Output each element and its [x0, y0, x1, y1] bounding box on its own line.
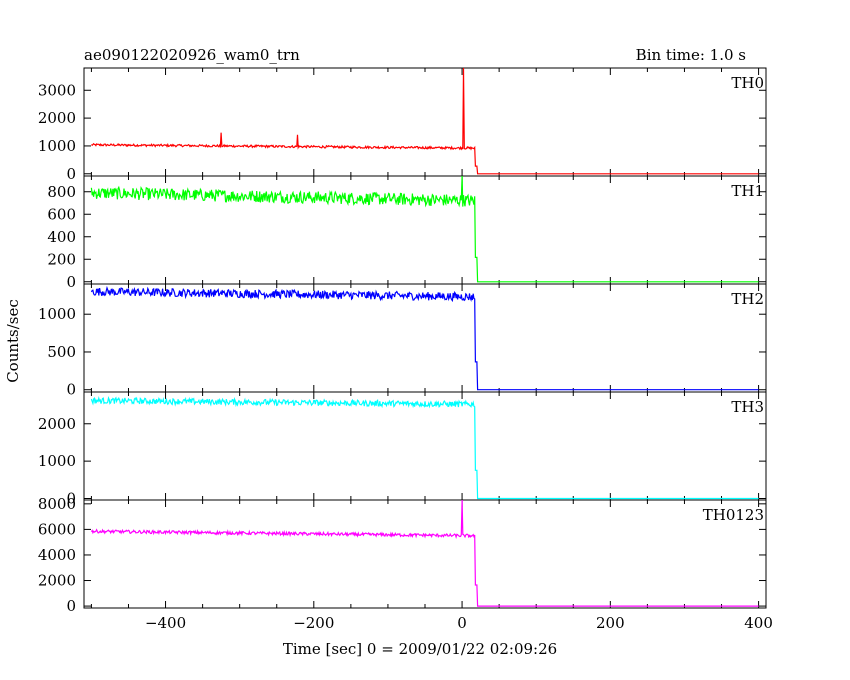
y-tick-label: 4000: [38, 546, 76, 564]
y-tick-label: 0: [66, 490, 76, 508]
y-tick-label: 400: [47, 228, 76, 246]
panel-frame: [83, 67, 767, 177]
y-tick-label: 0: [66, 165, 76, 183]
bin-time-label: Bin time: 1.0 s: [636, 46, 746, 64]
y-tick-label: 500: [47, 343, 76, 361]
panel-name-label: TH2: [731, 290, 764, 308]
x-tick-label: 200: [596, 614, 625, 632]
x-tick-label: −200: [293, 614, 334, 632]
y-tick-label: 2000: [38, 109, 76, 127]
series-line-th1: [90, 175, 759, 283]
x-tick-label: 400: [744, 614, 773, 632]
panel-name-label: TH1: [731, 182, 764, 200]
panel-th0123: 0 2000 4000 6000 8000 TH0123 −400 −200 0 200 400: [38, 495, 773, 632]
series-line-th2: [90, 285, 759, 391]
y-tick-label: 8000: [38, 495, 76, 513]
y-tick-label: 0: [66, 597, 76, 615]
panel-frame: [83, 283, 767, 393]
panel-name-label: TH0123: [703, 506, 764, 524]
y-tick-label: 200: [47, 250, 76, 268]
panel-th0: 0 1000 2000 3000 TH0: [38, 67, 767, 183]
y-tick-label: 3000: [38, 81, 76, 99]
panel-th2: 0 500 1000 TH2: [38, 283, 767, 399]
y-tick-label: 2000: [38, 572, 76, 590]
panel-name-label: TH0: [731, 74, 764, 92]
series-line-th0: [90, 67, 759, 175]
x-axis-label: Time [sec] 0 = 2009/01/22 02:09:26: [283, 640, 557, 658]
panel-th3: 0 1000 2000 TH3: [38, 391, 767, 508]
panel-frame: [83, 499, 767, 609]
panel-name-label: TH3: [731, 398, 764, 416]
y-tick-label: 800: [47, 183, 76, 201]
x-tick-label: 0: [457, 614, 467, 632]
chart-title: ae090122020926_wam0_trn: [84, 46, 300, 64]
y-tick-label: 1000: [38, 452, 76, 470]
series-line-th0123: [90, 499, 759, 607]
y-tick-label: 1000: [38, 305, 76, 323]
y-tick-label: 0: [66, 381, 76, 399]
panel-th1: 0 200 400 600 800 TH1: [47, 175, 767, 291]
series-line-th3: [90, 395, 759, 500]
y-tick-label: 0: [66, 273, 76, 291]
y-tick-label: 600: [47, 205, 76, 223]
y-tick-label: 2000: [38, 415, 76, 433]
y-tick-label: 1000: [38, 137, 76, 155]
x-tick-label: −400: [145, 614, 186, 632]
y-axis-label: Counts/sec: [4, 299, 22, 383]
panel-frame: [83, 391, 767, 501]
y-tick-label: 6000: [38, 520, 76, 538]
